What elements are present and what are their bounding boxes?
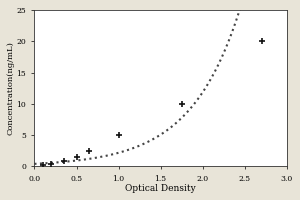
X-axis label: Optical Density: Optical Density bbox=[125, 184, 196, 193]
Y-axis label: Concentration(ng/mL): Concentration(ng/mL) bbox=[7, 41, 15, 135]
